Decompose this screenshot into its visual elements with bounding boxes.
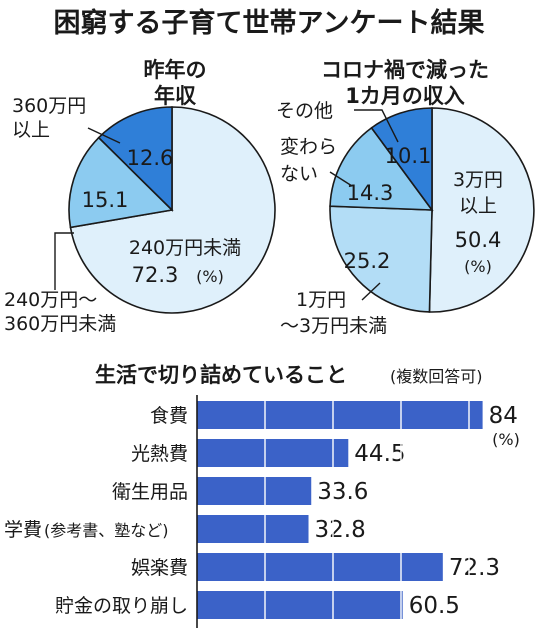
bar-label-1: 食費: [150, 405, 188, 427]
bar-3: [197, 477, 312, 505]
pie1-leader-3: [87, 127, 121, 144]
pie2-unit: (%): [464, 257, 492, 276]
bar-1: [197, 401, 483, 429]
pie2-label-4: その他: [276, 100, 333, 122]
pie1-label-2-line2: 360万円未満: [4, 313, 116, 335]
pie1-label-3-line2: 以上: [12, 119, 50, 141]
pie2-slice-3: [329, 126, 434, 211]
pie2-title-line2: 1カ月の収入: [345, 84, 465, 108]
pie1-label-1: 240万円未満: [129, 237, 241, 259]
pie2-label-1-line1: 3万円: [453, 169, 503, 191]
pie2-leader-2: [361, 282, 381, 301]
pie2-leader-4: [354, 109, 399, 143]
bar-2: [197, 439, 349, 467]
pie2-value-2: 25.2: [344, 249, 391, 273]
pie2-slice-1: [428, 107, 535, 313]
pie1-label-3-line1: 360万円: [12, 95, 86, 117]
bar-label-3: 衛生用品: [112, 481, 188, 503]
bar-note-4: (参考書、塾など): [44, 521, 169, 540]
pie1-value-3: 12.6: [127, 146, 174, 170]
pie2-label-2-line2: 〜3万円未満: [280, 315, 387, 337]
pie2-label-3-line1: 変わら: [280, 136, 337, 158]
pie1-unit: (%): [196, 267, 224, 286]
pie2-label-2-line1: 1万円: [296, 289, 346, 311]
pie2-title-line1: コロナ禍で減った: [321, 58, 489, 82]
page-title: 困窮する子育て世帯アンケート結果: [54, 7, 485, 39]
bar-unit: (%): [492, 430, 520, 449]
pie1-slice-2: [68, 136, 174, 229]
bar-value-5: 72.3: [449, 555, 500, 581]
bar-value-3: 33.6: [317, 479, 368, 505]
pie1-title-line1: 昨年の: [144, 58, 207, 82]
bar-label-5: 娯楽費: [131, 557, 188, 579]
bar-value-2: 44.5: [354, 441, 405, 467]
pie2-slice-4: [370, 107, 433, 213]
pie1-slice-3: [97, 106, 173, 212]
bar-value-6: 60.5: [409, 593, 460, 619]
bar-chart-title: 生活で切り詰めていること: [95, 363, 347, 387]
bar-5: [197, 553, 443, 581]
pie2-slice-2: [329, 205, 433, 313]
bar-label-4: 学費: [4, 519, 42, 541]
pie1-label-2-line1: 240万円〜: [4, 289, 97, 311]
pie1-value-1: 72.3: [132, 263, 179, 287]
pie2-label-1-line2: 以上: [459, 195, 497, 217]
bar-chart-subtitle: (複数回答可): [390, 367, 483, 386]
pie2-value-1: 50.4: [455, 228, 502, 252]
bar-4: [197, 515, 309, 543]
bar-value-4: 32.8: [315, 517, 366, 543]
pie2-leader-3: [329, 171, 353, 187]
pie1-title-line2: 年収: [154, 84, 197, 108]
bar-label-6: 貯金の取り崩し: [55, 595, 188, 617]
bar-value-1: 84: [489, 403, 518, 429]
pie2-label-3-line2: ない: [280, 163, 318, 185]
pie1-leader-2: [54, 232, 74, 290]
pie1-value-2: 15.1: [82, 188, 129, 212]
bar-6: [197, 591, 403, 619]
pie2-value-3: 14.3: [347, 181, 394, 205]
pie2-value-4: 10.1: [385, 144, 432, 168]
bar-label-2: 光熱費: [131, 443, 188, 465]
